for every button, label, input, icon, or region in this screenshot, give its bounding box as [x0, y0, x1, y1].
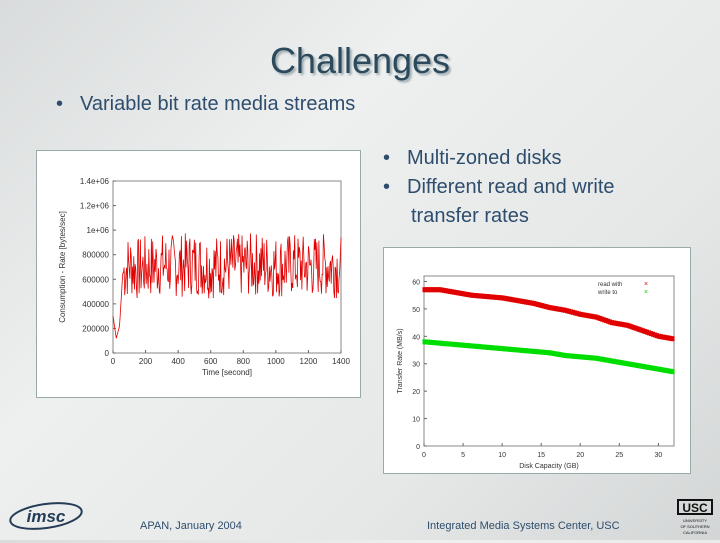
transfer-rate-chart: 0 5 10 15 20 25 30 0 10 20 30 40 50 60 Disk Capacity (…: [383, 247, 691, 474]
y-tick-label: 50: [412, 307, 420, 314]
x-tick-label: 200: [139, 357, 153, 366]
y-axis-label: Transfer Rate (MB/s): [397, 328, 404, 393]
series-write: [422, 339, 675, 375]
x-tick-label: 800: [237, 357, 251, 366]
x-tick-label: 600: [204, 357, 218, 366]
y-tick-label: 1.4e+06: [80, 177, 110, 186]
y-tick-label: 0: [105, 349, 110, 358]
usc-caption-1: UNIVERSITY: [683, 518, 707, 523]
usc-logo: USC UNIVERSITY OF SOUTHERN CALIFORNIA: [676, 498, 714, 538]
x-tick-label: 20: [576, 452, 584, 459]
y-tick-label: 1.2e+06: [80, 202, 110, 211]
usc-caption-3: CALIFORNIA: [683, 530, 707, 535]
consumption-rate-svg: 0 200 400 600 800 1000 1200 1400 0 200000 400000 60…: [58, 177, 350, 377]
usc-logo-text: USC: [682, 501, 708, 515]
right-bullet-list: • Multi-zoned disks • Different read and w…: [383, 144, 615, 231]
bullet-read-write: • Different read and write: [383, 173, 615, 202]
x-tick-label: 1200: [300, 357, 318, 366]
x-tick-label: 0: [111, 357, 116, 366]
x-tick-label: 15: [537, 452, 545, 459]
x-tick-label: 30: [654, 452, 662, 459]
x-tick-label: 1400: [332, 357, 350, 366]
series-read: [422, 287, 675, 342]
plot-area: [423, 275, 675, 447]
bullet-text: Variable bit rate media streams: [80, 93, 356, 115]
consumption-rate-chart: 0 200 400 600 800 1000 1200 1400 0 200000 400000 60…: [36, 150, 361, 398]
x-tick-label: 1000: [267, 357, 285, 366]
consumption-rate-line: [112, 233, 342, 339]
y-axis-label: Consumption - Rate [bytes/sec]: [58, 211, 67, 323]
usc-logo-svg: USC UNIVERSITY OF SOUTHERN CALIFORNIA: [677, 499, 713, 535]
imsc-logo-svg: imsc: [9, 502, 83, 530]
footer-right: Integrated Media Systems Center, USC: [427, 520, 620, 532]
y-tick-label: 40: [412, 334, 420, 341]
y-tick-label: 600000: [82, 275, 109, 284]
y-tick-label: 1e+06: [87, 226, 110, 235]
bullet-variable-bit-rate: • Variable bit rate media streams: [56, 93, 355, 116]
y-tick-label: 10: [412, 417, 420, 424]
bullet-dot: •: [383, 147, 391, 169]
y-tick-label: 800000: [82, 251, 109, 260]
y-tick-label: 200000: [82, 324, 109, 333]
slide-title: Challenges: [269, 40, 451, 81]
bullet-dot: •: [56, 93, 64, 115]
imsc-logo: imsc: [8, 500, 84, 532]
plot-area: [112, 180, 342, 354]
y-tick-label: 20: [412, 389, 420, 396]
legend-marker: ×: [644, 289, 648, 296]
x-axis-label: Disk Capacity (GB): [519, 463, 579, 470]
bullet-dot: •: [383, 176, 391, 198]
y-tick-label: 0: [416, 444, 420, 451]
x-tick-label: 400: [171, 357, 185, 366]
usc-caption-2: OF SOUTHERN: [680, 524, 709, 529]
legend-marker: ×: [644, 281, 648, 288]
footer-left: APAN, January 2004: [140, 520, 242, 532]
legend-label: read with: [598, 282, 622, 288]
bullet-text: Multi-zoned disks: [407, 147, 562, 169]
x-tick-label: 0: [422, 452, 426, 459]
bullet-text: Different read and write: [407, 176, 615, 198]
legend-label: write to: [597, 290, 618, 296]
x-tick-label: 25: [615, 452, 623, 459]
bullet-continuation: transfer rates: [411, 205, 529, 227]
data-point: [670, 336, 675, 342]
x-tick-label: 5: [461, 452, 465, 459]
y-tick-label: 30: [412, 362, 420, 369]
data-point: [670, 369, 675, 375]
y-tick-label: 400000: [82, 300, 109, 309]
legend: read with × write to ×: [597, 281, 648, 296]
y-tick-label: 60: [412, 279, 420, 286]
imsc-logo-text: imsc: [27, 507, 66, 526]
transfer-rate-svg: 0 5 10 15 20 25 30 0 10 20 30 40 50 60 Disk Capacity (…: [397, 275, 675, 470]
x-axis-label: Time [second]: [202, 368, 252, 377]
x-tick-label: 10: [498, 452, 506, 459]
bullet-multi-zoned: • Multi-zoned disks: [383, 144, 615, 173]
